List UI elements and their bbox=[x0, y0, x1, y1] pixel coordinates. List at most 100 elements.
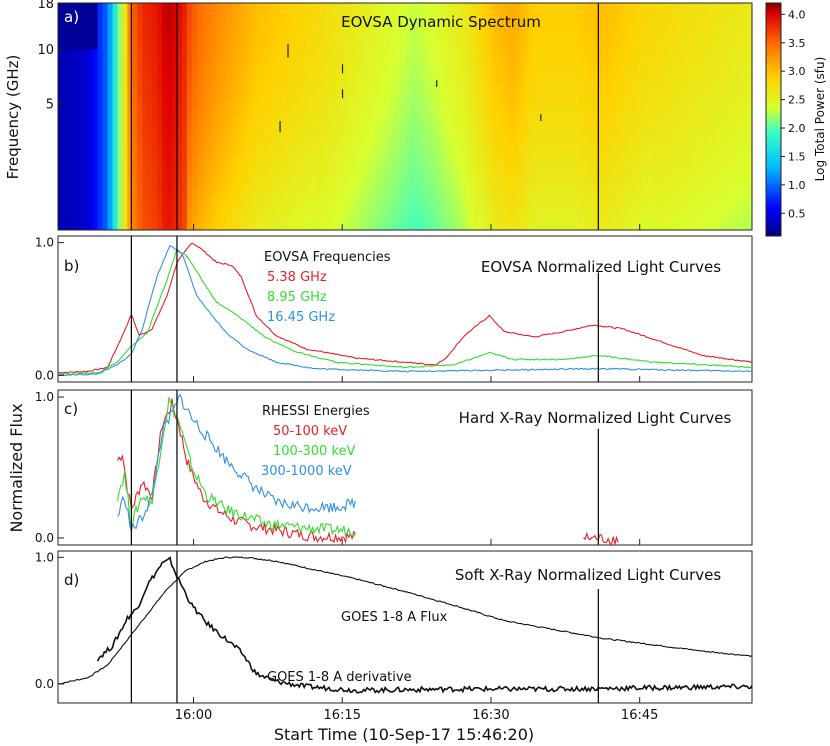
heatmap-cell bbox=[553, 203, 560, 211]
heatmap-cell bbox=[147, 223, 153, 230]
heatmap-cell bbox=[692, 136, 699, 144]
heatmap-cell bbox=[385, 216, 391, 224]
heatmap-cell bbox=[553, 3, 560, 11]
heatmap-cell bbox=[246, 176, 252, 184]
heatmap-cell bbox=[226, 96, 233, 104]
heatmap-cell bbox=[221, 216, 228, 224]
heatmap-cell bbox=[533, 76, 540, 84]
heatmap-cell bbox=[737, 43, 743, 51]
heatmap-cell bbox=[494, 16, 500, 24]
heatmap-cell bbox=[375, 96, 381, 104]
heatmap-cell bbox=[618, 56, 624, 64]
heatmap-cell bbox=[538, 36, 545, 44]
heatmap-cell bbox=[633, 116, 639, 124]
heatmap-cell bbox=[548, 163, 555, 171]
heatmap-cell bbox=[315, 189, 322, 198]
heatmap-cell bbox=[132, 123, 138, 131]
heatmap-cell bbox=[712, 23, 718, 31]
heatmap-cell bbox=[499, 156, 505, 164]
heatmap-cell bbox=[633, 103, 639, 111]
heatmap-cell bbox=[58, 76, 64, 84]
heatmap-cell bbox=[251, 223, 257, 230]
heatmap-cell bbox=[464, 123, 471, 131]
heatmap-cell bbox=[652, 69, 659, 78]
heatmap-cell bbox=[385, 169, 391, 178]
heatmap-cell bbox=[608, 43, 614, 51]
heatmap-cell bbox=[345, 183, 352, 191]
heatmap-cell bbox=[157, 183, 163, 191]
heatmap-cell bbox=[484, 49, 490, 58]
heatmap-cell bbox=[682, 116, 689, 124]
heatmap-cell bbox=[454, 109, 461, 118]
heatmap-cell bbox=[77, 23, 84, 31]
heatmap-cell bbox=[568, 209, 575, 218]
heatmap-cell bbox=[370, 156, 376, 164]
heatmap-cell bbox=[553, 183, 560, 191]
heatmap-cell bbox=[67, 183, 74, 191]
heatmap-cell bbox=[618, 123, 624, 131]
heatmap-cell bbox=[305, 49, 312, 58]
heatmap-cell bbox=[77, 209, 84, 218]
series-line-3 bbox=[58, 244, 752, 377]
heatmap-cell bbox=[167, 3, 173, 11]
heatmap-cell bbox=[286, 29, 292, 37]
heatmap-cell bbox=[162, 176, 168, 184]
heatmap-cell bbox=[251, 116, 257, 124]
heatmap-cell bbox=[633, 56, 639, 64]
heatmap-cell bbox=[672, 89, 679, 98]
heatmap-cell bbox=[92, 163, 99, 171]
heatmap-cell bbox=[489, 29, 495, 37]
heatmap-cell bbox=[62, 116, 69, 124]
heatmap-cell bbox=[628, 129, 634, 138]
heatmap-cell bbox=[677, 16, 684, 24]
heatmap-cell bbox=[633, 16, 639, 24]
heatmap-cell bbox=[152, 216, 158, 224]
heatmap-cell bbox=[642, 149, 649, 158]
heatmap-cell bbox=[538, 216, 545, 224]
heatmap-cell bbox=[558, 29, 565, 37]
heatmap-cell bbox=[583, 36, 590, 44]
heatmap-cell bbox=[236, 209, 243, 218]
heatmap-cell bbox=[271, 123, 277, 131]
heatmap-cell bbox=[707, 196, 713, 204]
heatmap-cell bbox=[221, 169, 228, 178]
heatmap-cell bbox=[553, 196, 560, 204]
heatmap-cell bbox=[722, 63, 728, 71]
heatmap-cell bbox=[176, 103, 183, 111]
heatmap-cell bbox=[340, 196, 347, 204]
heatmap-cell bbox=[424, 29, 431, 37]
heatmap-cell bbox=[172, 9, 178, 17]
heatmap-cell bbox=[742, 103, 748, 111]
heatmap-cell bbox=[623, 189, 629, 198]
heatmap-cell bbox=[662, 169, 669, 178]
heatmap-cell bbox=[514, 143, 520, 151]
heatmap-cell bbox=[241, 9, 247, 17]
heatmap-cell bbox=[558, 209, 565, 218]
heatmap-cell bbox=[677, 209, 684, 218]
heatmap-cell bbox=[737, 3, 743, 11]
heatmap-cell bbox=[360, 109, 366, 118]
heatmap-cell bbox=[340, 96, 347, 104]
heatmap-cell bbox=[300, 196, 307, 204]
heatmap-cell bbox=[464, 216, 471, 224]
heatmap-cell bbox=[380, 149, 386, 158]
heatmap-cell bbox=[647, 96, 654, 104]
heatmap-cell bbox=[305, 83, 312, 91]
heatmap-cell bbox=[206, 189, 213, 198]
heatmap-cell bbox=[528, 176, 535, 184]
heatmap-cell bbox=[528, 56, 535, 64]
heatmap-cell bbox=[370, 183, 376, 191]
heatmap-cell bbox=[449, 136, 456, 144]
heatmap-cell bbox=[434, 23, 441, 31]
heatmap-cell bbox=[722, 203, 728, 211]
heatmap-cell bbox=[667, 203, 674, 211]
heatmap-cell bbox=[315, 183, 322, 191]
heatmap-cell bbox=[162, 9, 168, 17]
heatmap-cell bbox=[186, 43, 193, 51]
heatmap-cell bbox=[72, 23, 79, 31]
heatmap-cell bbox=[444, 196, 451, 204]
heatmap-cell bbox=[206, 209, 213, 218]
heatmap-cell bbox=[355, 209, 361, 218]
heatmap-cell bbox=[62, 96, 69, 104]
heatmap-cell bbox=[747, 3, 752, 11]
